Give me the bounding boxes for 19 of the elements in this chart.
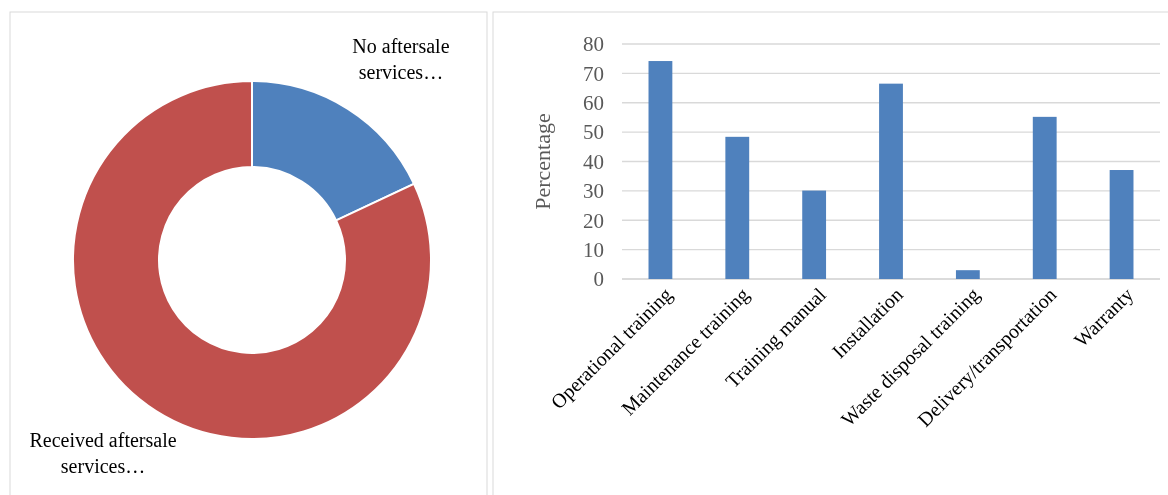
y-tick-label: 20: [583, 208, 604, 233]
y-tick-label: 80: [583, 32, 604, 57]
bar: [802, 190, 827, 279]
y-tick-label: 0: [593, 267, 604, 292]
y-tick-label: 30: [583, 179, 604, 204]
y-tick-label: 70: [583, 61, 604, 86]
bar: [1109, 170, 1134, 279]
y-tick-label: 60: [583, 91, 604, 116]
y-axis-title: Percentage: [530, 113, 555, 210]
slice-label: No aftersale services…: [352, 34, 450, 83]
bar: [648, 61, 673, 279]
y-tick-label: 40: [583, 149, 604, 174]
bar: [725, 136, 750, 279]
bar: [955, 270, 980, 279]
y-tick-label: 10: [583, 237, 604, 262]
bar: [879, 83, 903, 279]
bar: [1032, 116, 1057, 279]
y-tick-label: 50: [583, 120, 604, 145]
slice-label: Received aftersale services…: [29, 429, 177, 478]
